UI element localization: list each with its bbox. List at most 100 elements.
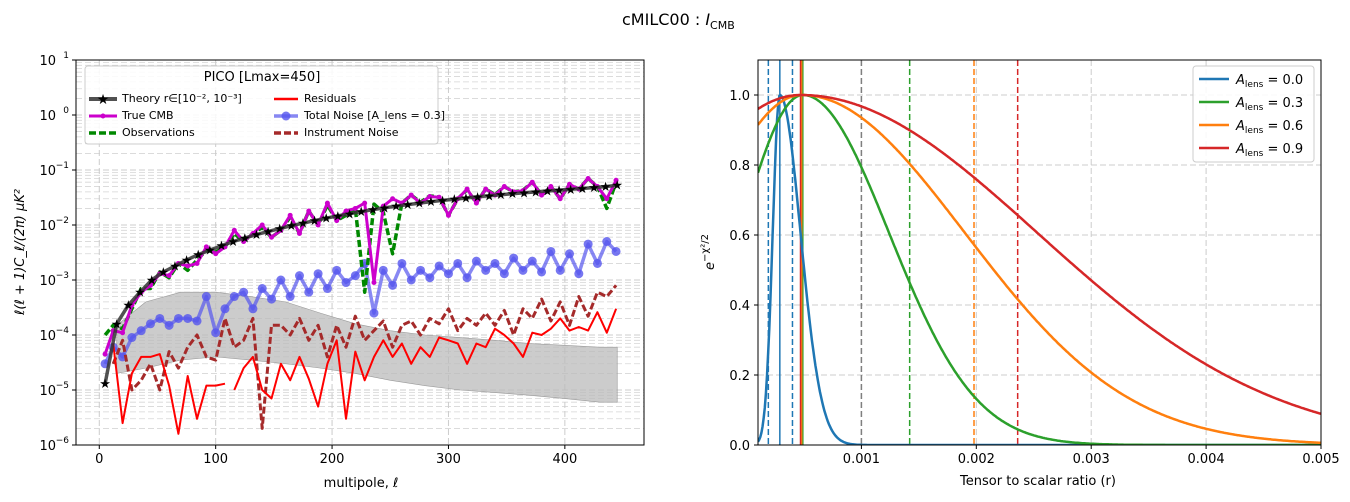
series-total-noise: [100, 237, 621, 369]
data-point-total-noise: [313, 269, 323, 279]
legend-label-total-noise: Total Noise [A_lens = 0.3]: [303, 109, 445, 122]
data-point-true-cmb: [362, 200, 368, 206]
data-point-true-cmb: [408, 192, 414, 198]
series-line-residuals: [112, 308, 618, 435]
series-curve-alens-0: [758, 93, 1321, 445]
data-point-total-noise: [350, 271, 360, 281]
legend-item-alens-0.6: Alens = 0.6: [1199, 119, 1303, 136]
data-point-total-noise: [602, 237, 612, 247]
right-legend-box: [1192, 65, 1315, 163]
data-point-theory: ★: [169, 259, 181, 274]
data-point-true-cmb: [604, 196, 610, 202]
left-x-tick-label: 0: [95, 452, 103, 467]
data-point-true-cmb: [287, 212, 293, 218]
figure-title-main: cMILC00 :: [622, 10, 705, 29]
figure-title-sub: CMB: [710, 19, 735, 32]
right-y-tick-label: 0.8: [729, 159, 750, 174]
data-point-theory: ★: [553, 184, 565, 199]
data-point-true-cmb: [120, 330, 126, 336]
data-point-total-noise: [267, 294, 277, 304]
data-point-total-noise: [332, 265, 342, 275]
data-point-total-noise: [471, 256, 481, 266]
legend-item-true-cmb: True CMB: [89, 109, 174, 122]
left-band-area: [116, 291, 618, 403]
data-point-total-noise: [294, 271, 304, 281]
right-x-tick-label: 0.005: [1302, 452, 1339, 467]
data-point-true-cmb: [445, 212, 451, 218]
legend-item-alens-0.9: Alens = 0.9: [1199, 142, 1303, 159]
left-y-tick-label: 10: [39, 439, 56, 454]
left-y-tick-exponent: −6: [56, 436, 70, 446]
data-point-total-noise: [425, 273, 435, 283]
data-point-theory: ★: [367, 203, 379, 218]
series-curve-alens-3: [758, 93, 1321, 416]
data-point-true-cmb: [436, 194, 442, 200]
data-point-total-noise: [378, 265, 388, 275]
data-point-theory: ★: [204, 244, 216, 259]
legend-item-alens-0: Alens = 0.0: [1199, 73, 1303, 90]
series-curve-alens-1: [758, 93, 1321, 445]
data-point-theory: ★: [99, 377, 111, 392]
data-point-theory: ★: [437, 194, 449, 209]
data-point-total-noise: [490, 258, 500, 268]
legend-label-instrument-noise: Instrument Noise: [304, 126, 399, 139]
right-legend: Alens = 0.0 Alens = 0.3 Alens = 0.6 Alen…: [1192, 65, 1315, 163]
right-y-tick-label: 1.0: [729, 89, 750, 104]
data-point-true-cmb: [324, 200, 330, 206]
data-point-total-noise: [406, 275, 416, 285]
legend-item-residuals: Residuals: [274, 92, 356, 105]
data-point-theory: ★: [181, 254, 193, 269]
data-point-true-cmb: [315, 222, 321, 228]
data-point-total-noise: [220, 304, 230, 314]
data-point-total-noise: [192, 316, 202, 326]
data-point-true-cmb: [231, 227, 237, 233]
left-x-ticks: 0 100 200 300 400: [95, 445, 577, 467]
data-point-total-noise: [164, 320, 174, 330]
data-point-total-noise: [555, 265, 565, 275]
left-legend: PICO [Lmax=450] ★ Theory r∈[10⁻², 10⁻³] …: [84, 65, 445, 145]
left-legend-box: [84, 65, 439, 145]
right-series: [758, 93, 1321, 445]
right-x-tick-label: 0.001: [843, 452, 880, 467]
left-y-tick-label: 10: [39, 54, 56, 69]
right-y-axis-label: e−χ²/2: [700, 234, 718, 270]
data-point-theory: ★: [285, 219, 297, 234]
data-point-theory: ★: [390, 200, 402, 215]
data-point-theory: ★: [320, 212, 332, 227]
legend-item-theory: ★ Theory r∈[10⁻², 10⁻³]: [89, 92, 242, 108]
data-point-theory: ★: [542, 185, 554, 200]
data-point-total-noise: [434, 261, 444, 271]
data-point-total-noise: [453, 258, 463, 268]
data-point-theory: ★: [448, 193, 460, 208]
figure-title: cMILC00 : ICMB: [622, 10, 735, 32]
left-y-tick-label: 10: [39, 219, 56, 234]
data-point-theory: ★: [530, 185, 542, 200]
legend-item-instrument-noise: Instrument Noise: [274, 126, 399, 139]
data-point-theory: ★: [565, 183, 577, 198]
right-x-tick-label: 0.002: [958, 452, 995, 467]
right-x-tick-label: 0.003: [1073, 452, 1110, 467]
data-point-theory: ★: [227, 235, 239, 250]
data-point-theory: ★: [483, 189, 495, 204]
data-point-theory: ★: [472, 190, 484, 205]
data-point-true-cmb: [483, 186, 489, 192]
legend-label-alens-0.6: Alens = 0.6: [1235, 119, 1303, 136]
data-point-total-noise: [257, 284, 267, 294]
legend-label-true-cmb: True CMB: [121, 109, 174, 122]
data-point-total-noise: [369, 308, 379, 318]
data-point-true-cmb: [539, 192, 545, 198]
data-point-theory: ★: [495, 188, 507, 203]
legend-label-residuals: Residuals: [304, 92, 356, 105]
legend-label-observations: Observations: [122, 126, 195, 139]
data-point-theory: ★: [600, 180, 612, 195]
legend-label-alens-0.3: Alens = 0.3: [1235, 96, 1303, 113]
left-y-tick-exponent: −1: [56, 161, 69, 171]
data-point-theory: ★: [239, 232, 251, 247]
legend-label-alens-0.9: Alens = 0.9: [1235, 142, 1303, 159]
right-y-tick-label: 0.6: [729, 229, 750, 244]
data-point-true-cmb: [343, 208, 349, 214]
data-point-total-noise: [183, 313, 193, 323]
left-y-tick-exponent: −2: [56, 216, 69, 226]
left-y-tick-label: 10: [39, 109, 56, 124]
